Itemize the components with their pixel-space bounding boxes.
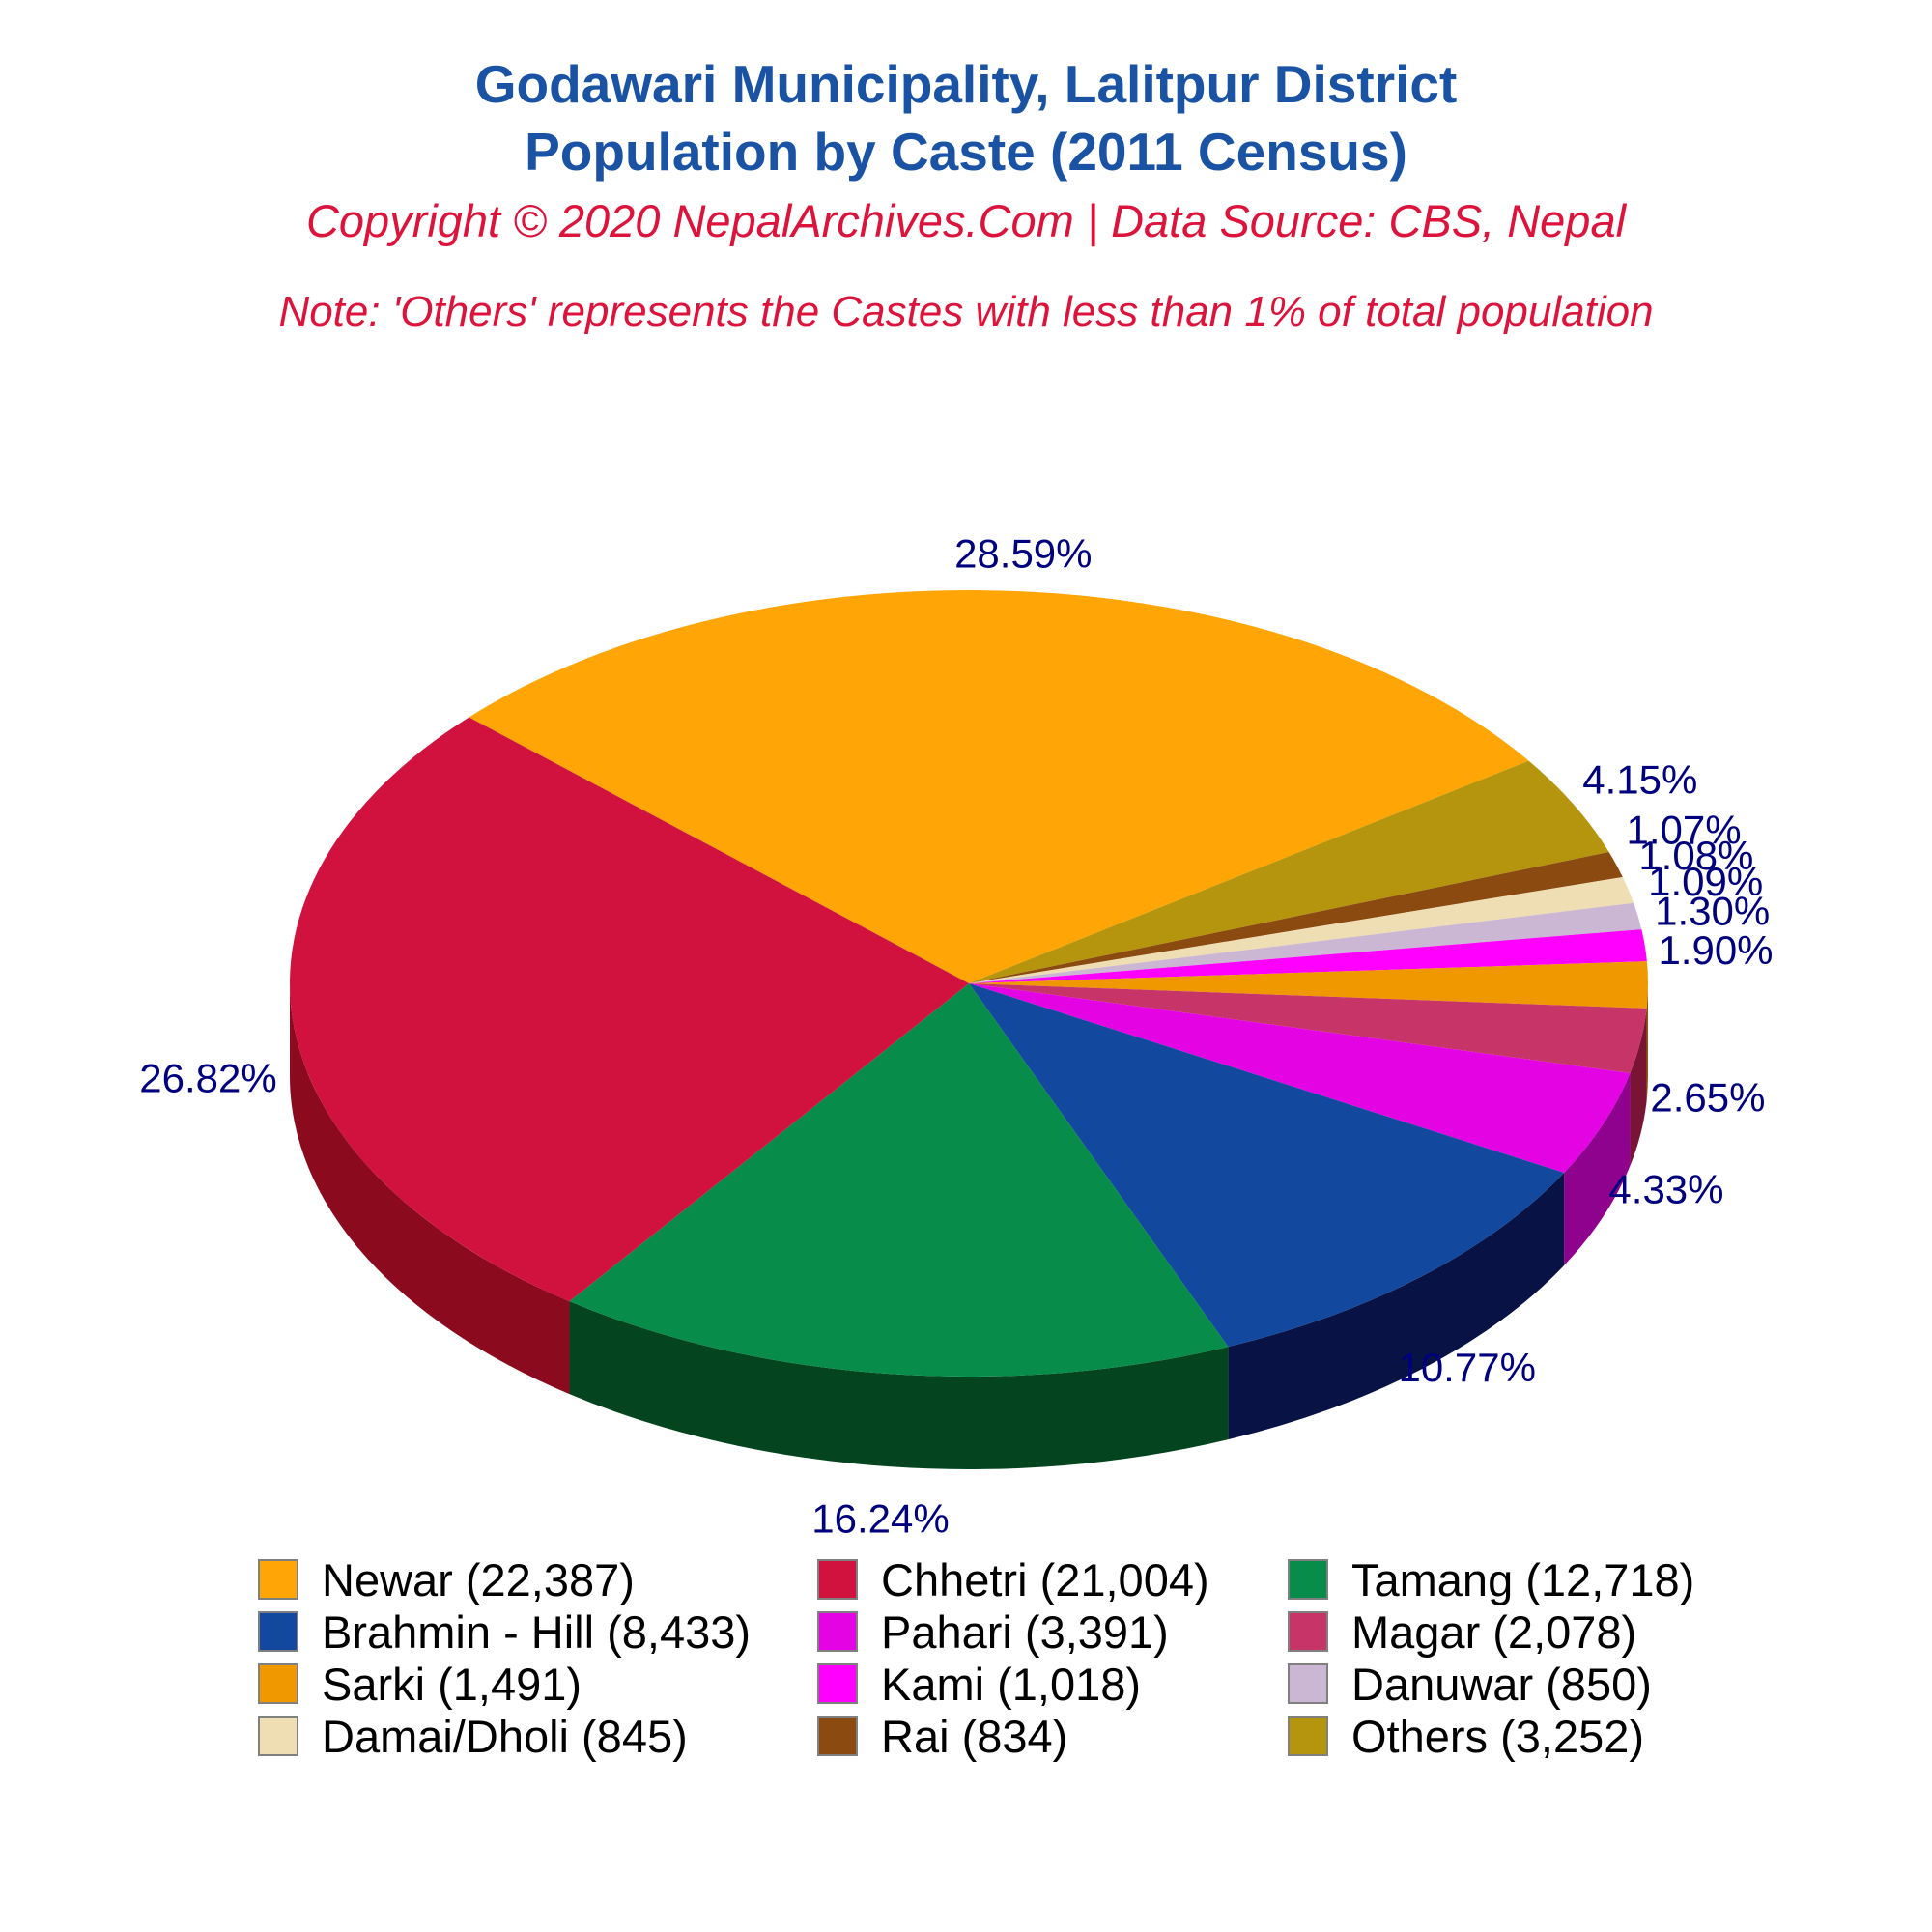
chart-title: Godawari Municipality, Lalitpur District… <box>0 50 1932 185</box>
pie-slice-Magar <box>969 983 1647 1073</box>
slice-percent-label-Others: 4.15% <box>1582 757 1697 803</box>
legend-swatch <box>1288 1716 1328 1756</box>
pie-slice-Danuwar <box>969 902 1642 983</box>
legend-label: Magar (2,078) <box>1351 1605 1637 1658</box>
legend-item: Kami (1,018) <box>817 1658 1288 1711</box>
legend-label: Danuwar (850) <box>1351 1658 1652 1710</box>
legend-item: Tamang (12,718) <box>1288 1553 1707 1606</box>
slice-percent-label-Damai/Dholi: 1.08% <box>1638 833 1753 878</box>
pie-slice-side-Brahmin - Hill <box>1228 1172 1565 1440</box>
legend-item: Newar (22,387) <box>258 1553 817 1606</box>
pie-slice-Pahari <box>969 983 1631 1173</box>
legend-swatch <box>817 1611 858 1652</box>
pie-side-walls <box>290 983 1648 1469</box>
pie-slice-Rai <box>969 851 1623 983</box>
legend-swatch <box>1288 1663 1328 1704</box>
slice-percent-label-Brahmin - Hill: 10.77% <box>1398 1345 1535 1390</box>
copyright-subtitle: Copyright © 2020 NepalArchives.Com | Dat… <box>305 195 1627 246</box>
legend-label: Newar (22,387) <box>322 1553 635 1605</box>
legend-item: Chhetri (21,004) <box>817 1553 1288 1606</box>
legend-item: Others (3,252) <box>1288 1710 1707 1763</box>
pie-slice-Chhetri <box>289 717 969 1302</box>
legend-label: Sarki (1,491) <box>322 1658 582 1710</box>
legend-label: Others (3,252) <box>1351 1710 1645 1762</box>
pie-slice-side-Sarki <box>1646 983 1648 1101</box>
legend-swatch <box>258 1663 298 1704</box>
legend-item: Magar (2,078) <box>1288 1605 1707 1659</box>
legend-swatch <box>1288 1559 1328 1600</box>
pie-slice-Tamang <box>569 983 1229 1377</box>
legend-label: Tamang (12,718) <box>1351 1553 1695 1605</box>
legend-swatch <box>817 1663 858 1704</box>
chart-title-line1: Godawari Municipality, Lalitpur District <box>474 54 1458 114</box>
legend-label: Pahari (3,391) <box>881 1605 1169 1658</box>
legend-item: Rai (834) <box>817 1710 1288 1763</box>
chart-title-line2: Population by Caste (2011 Census) <box>525 122 1407 182</box>
legend-item: Pahari (3,391) <box>817 1605 1288 1659</box>
chart-note: Note: 'Others' represents the Castes wit… <box>278 288 1654 335</box>
legend-label: Chhetri (21,004) <box>881 1553 1209 1605</box>
slice-percent-label-Pahari: 4.33% <box>1608 1166 1723 1211</box>
pie-slice-Kami <box>969 929 1647 983</box>
legend-swatch <box>817 1559 858 1600</box>
slice-percent-label-Rai: 1.07% <box>1627 808 1742 853</box>
legend-item: Sarki (1,491) <box>258 1658 817 1711</box>
pie-slice-side-Magar <box>1630 1008 1647 1166</box>
legend-swatch <box>817 1716 858 1756</box>
pie-slice-Damai/Dholi <box>969 876 1634 983</box>
slice-percent-label-Danuwar: 1.09% <box>1648 859 1763 904</box>
pie-slice-Newar <box>469 589 1529 983</box>
pie-slice-side-Tamang <box>569 1301 1229 1469</box>
legend-label: Rai (834) <box>881 1710 1068 1762</box>
pie-slice-Others <box>969 760 1609 983</box>
legend-swatch <box>1288 1611 1328 1652</box>
slice-percent-label-Tamang: 16.24% <box>811 1496 949 1542</box>
legend-label: Damai/Dholi (845) <box>322 1710 688 1762</box>
pie-slice-Sarki <box>969 961 1648 1009</box>
pie-percent-labels: 28.59% 4.15% 1.07%1.08%1.09%1.30%1.90% 2.65… <box>139 530 1773 1541</box>
slice-percent-label-Sarki: 1.90% <box>1658 927 1773 973</box>
slice-percent-label-Chhetri: 26.82% <box>139 1056 276 1101</box>
legend-swatch <box>258 1559 298 1600</box>
pie-slice-side-Pahari <box>1564 1072 1631 1265</box>
slice-percent-label-Kami: 1.30% <box>1655 888 1770 933</box>
legend-item: Danuwar (850) <box>1288 1658 1707 1711</box>
slice-percent-label-Newar: 28.59% <box>954 530 1092 576</box>
legend-item: Brahmin - Hill (8,433) <box>258 1605 817 1659</box>
legend-swatch <box>258 1611 298 1652</box>
legend: Newar (22,387) Chhetri (21,004) Tamang (12… <box>258 1553 1707 1762</box>
legend-swatch <box>258 1716 298 1756</box>
legend-item: Damai/Dholi (845) <box>258 1710 817 1763</box>
slice-percent-label-Magar: 2.65% <box>1650 1074 1765 1120</box>
legend-label: Brahmin - Hill (8,433) <box>322 1605 752 1658</box>
pie-top-faces <box>289 589 1648 1377</box>
pie-slice-side-Chhetri <box>290 983 570 1395</box>
legend-label: Kami (1,018) <box>881 1658 1142 1710</box>
pie-slice-Brahmin - Hill <box>969 983 1565 1348</box>
